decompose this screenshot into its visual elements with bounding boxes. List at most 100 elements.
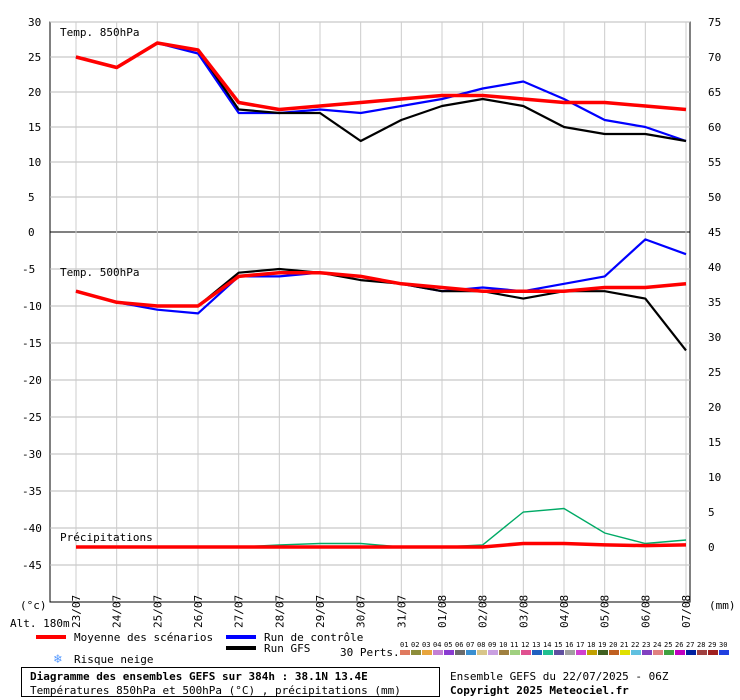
pert-swatch	[521, 650, 531, 655]
ytick-left-850: 25	[28, 51, 41, 64]
pert-number: 04	[433, 641, 441, 649]
pert-number: 28	[697, 641, 705, 649]
pert-number: 05	[444, 641, 452, 649]
pert-swatch	[543, 650, 553, 655]
unit-left: (°c)	[20, 599, 47, 612]
pert-swatch	[664, 650, 674, 655]
pert-swatch	[455, 650, 465, 655]
pert-swatch	[499, 650, 509, 655]
pert-number: 30	[719, 641, 727, 649]
footer-subtitle: Températures 850hPa et 500hPa (°C) , pré…	[30, 684, 401, 697]
footer-title: Diagramme des ensembles GEFS sur 384h : …	[30, 670, 368, 683]
legend-snow-label: Risque neige	[74, 653, 153, 666]
precip-title: Précipitations	[60, 531, 153, 544]
pert-swatch	[400, 650, 410, 655]
ytick-left-500: -5	[22, 263, 35, 276]
pert-number: 15	[554, 641, 562, 649]
pert-swatch	[532, 650, 542, 655]
xtick-label: 04/08	[558, 595, 571, 628]
pert-swatch	[642, 650, 652, 655]
unit-right: (mm)	[709, 599, 736, 612]
ytick-left-500: -20	[22, 374, 42, 387]
ytick-right-850: 50	[708, 191, 721, 204]
pert-swatch	[488, 650, 498, 655]
ytick-right-850: 65	[708, 86, 721, 99]
xtick-label: 27/07	[233, 595, 246, 628]
legend-control-label: Run de contrôle	[264, 631, 363, 644]
ytick-right-500: 0	[708, 541, 715, 554]
pert-swatch	[565, 650, 575, 655]
pert-swatch	[719, 650, 729, 655]
xtick-label: 24/07	[111, 595, 124, 628]
xtick-label: 23/07	[70, 595, 83, 628]
xtick-label: 03/08	[517, 595, 530, 628]
pert-swatch	[422, 650, 432, 655]
pert-number: 09	[488, 641, 496, 649]
pert-swatch	[598, 650, 608, 655]
pert-number: 19	[598, 641, 606, 649]
xtick-label: 28/07	[273, 595, 286, 628]
ytick-left-500: -25	[22, 411, 42, 424]
pert-number: 20	[609, 641, 617, 649]
pert-swatch	[653, 650, 663, 655]
ytick-right-850: 60	[708, 121, 721, 134]
ytick-left-850: 5	[28, 191, 35, 204]
pert-number: 03	[422, 641, 430, 649]
snowflake-icon: ❄	[53, 652, 62, 667]
pert-swatch	[466, 650, 476, 655]
pert-swatch	[708, 650, 718, 655]
ytick-left-500: -45	[22, 559, 42, 572]
ytick-left-850: 30	[28, 16, 41, 29]
temp500-series-0	[75, 270, 687, 308]
run-info: Ensemble GEFS du 22/07/2025 - 06Z	[450, 670, 669, 683]
altitude-label: Alt. 180m	[10, 617, 70, 630]
xtick-label: 31/07	[395, 595, 408, 628]
pert-swatch	[477, 650, 487, 655]
pert-swatch	[510, 650, 520, 655]
pert-swatch	[631, 650, 641, 655]
pert-swatch	[686, 650, 696, 655]
xtick-label: 06/08	[639, 595, 652, 628]
pert-number: 17	[576, 641, 584, 649]
pert-number: 18	[587, 641, 595, 649]
pert-number: 01	[400, 641, 408, 649]
pert-number: 25	[664, 641, 672, 649]
ytick-right-500: 20	[708, 401, 721, 414]
ytick-right-500: 40	[708, 261, 721, 274]
ytick-right-500: 45	[708, 226, 721, 239]
ytick-left-500: -40	[22, 522, 42, 535]
legend-perts-label: 30 Perts.	[340, 646, 400, 659]
ytick-right-850: 70	[708, 51, 721, 64]
pert-number: 11	[510, 641, 518, 649]
ytick-left-500: -10	[22, 300, 42, 313]
pert-swatch	[620, 650, 630, 655]
ytick-left-500: -35	[22, 485, 42, 498]
temp850-series-0	[75, 41, 687, 112]
pert-swatch	[433, 650, 443, 655]
ytick-right-500: 30	[708, 331, 721, 344]
ytick-left-850: 0	[28, 226, 35, 239]
pert-number: 26	[675, 641, 683, 649]
xtick-label: 29/07	[314, 595, 327, 628]
footer-box: Diagramme des ensembles GEFS sur 384h : …	[21, 667, 440, 697]
pert-swatch	[411, 650, 421, 655]
copyright: Copyright 2025 Meteociel.fr	[450, 684, 629, 697]
ytick-right-500: 15	[708, 436, 721, 449]
pert-number: 23	[642, 641, 650, 649]
panel-850-title: Temp. 850hPa	[60, 26, 139, 39]
pert-swatch	[697, 650, 707, 655]
legend-mean-label: Moyenne des scénarios	[74, 631, 213, 644]
axis-labels: 051015202530505560657075-45-40-35-30-25-…	[10, 16, 736, 630]
pert-number: 24	[653, 641, 661, 649]
pert-swatch	[675, 650, 685, 655]
ytick-left-500: -15	[22, 337, 42, 350]
pert-number: 08	[477, 641, 485, 649]
pert-number: 22	[631, 641, 639, 649]
ytick-left-850: 20	[28, 86, 41, 99]
pert-number: 06	[455, 641, 463, 649]
xtick-label: 25/07	[151, 595, 164, 628]
legend: Moyenne des scénarios Run de contrôleRun …	[36, 631, 729, 667]
pert-swatch	[587, 650, 597, 655]
xtick-label: 07/08	[680, 595, 693, 628]
